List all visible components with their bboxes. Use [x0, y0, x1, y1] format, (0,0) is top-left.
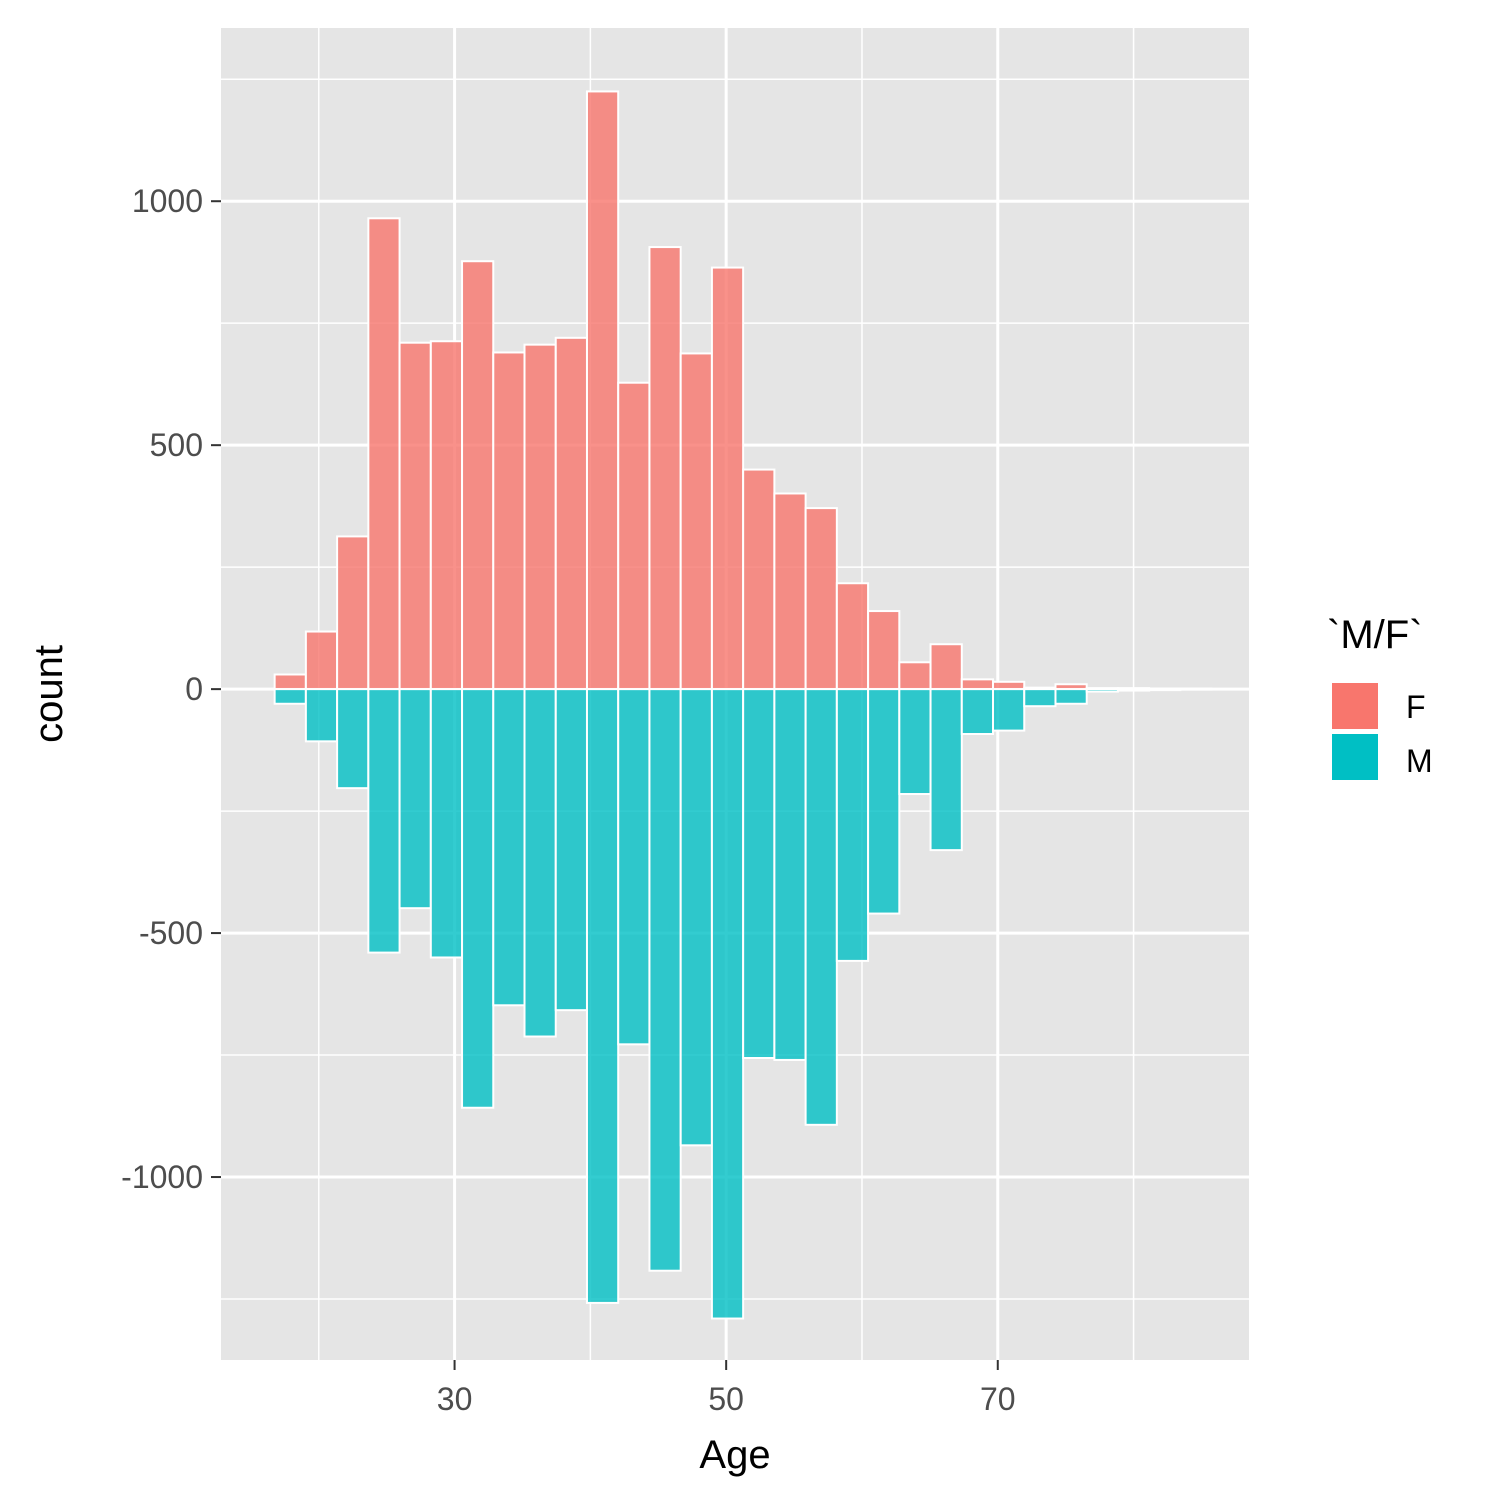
x-axis: 30 50 70	[437, 1360, 1016, 1417]
bar-f	[898, 661, 932, 691]
bar-f	[554, 336, 588, 691]
bar-m	[992, 688, 1026, 732]
bar-f	[710, 266, 745, 691]
y-axis-title: count	[27, 645, 71, 743]
bar-m	[867, 688, 901, 915]
bar-f	[679, 352, 713, 691]
bar-m	[1148, 688, 1182, 692]
bar-f	[648, 246, 682, 691]
bar-m	[398, 688, 432, 910]
bar-m	[804, 688, 838, 1126]
bar-m	[1054, 688, 1088, 705]
bar-f	[867, 610, 901, 691]
bar-m	[1023, 688, 1057, 708]
bar-m	[304, 688, 339, 743]
bar-m	[835, 688, 870, 962]
bar-f	[398, 341, 432, 691]
bar-f	[742, 468, 776, 691]
bar-f	[835, 582, 870, 691]
bar-f	[585, 90, 620, 691]
bar-m	[929, 688, 963, 852]
bar-m	[1116, 688, 1151, 692]
legend-key-m	[1332, 734, 1378, 780]
bar-f	[804, 507, 838, 691]
bar-f	[461, 260, 495, 691]
legend-label-m: M	[1406, 743, 1433, 779]
bar-f	[367, 217, 401, 691]
bar-f	[304, 630, 339, 691]
x-tick-label: 50	[708, 1381, 744, 1417]
bar-m	[554, 688, 588, 1012]
bar-m	[585, 688, 620, 1304]
bar-f	[960, 678, 995, 691]
bar-m	[492, 688, 526, 1007]
legend-label-f: F	[1406, 689, 1426, 725]
bar-f	[429, 340, 464, 691]
bar-m	[742, 688, 776, 1059]
bar-m	[648, 688, 682, 1272]
y-axis: -1000 -500 0 500 1000	[121, 183, 221, 1195]
y-tick-label: 0	[185, 671, 203, 707]
bar-m	[273, 688, 307, 705]
bar-m	[773, 688, 807, 1061]
y-tick-label: 500	[150, 427, 203, 463]
bar-m	[523, 688, 557, 1038]
x-axis-title: Age	[699, 1433, 770, 1477]
bar-f	[929, 643, 963, 691]
bar-f	[617, 381, 651, 691]
bar-m	[429, 688, 464, 959]
bar-f	[492, 351, 526, 691]
bar-f	[773, 492, 807, 691]
x-tick-label: 30	[437, 1381, 473, 1417]
bar-m	[461, 688, 495, 1109]
legend-title: `M/F`	[1327, 613, 1423, 657]
bar-f	[273, 673, 307, 691]
y-tick-label: 1000	[132, 183, 203, 219]
bar-m	[1085, 688, 1119, 693]
bar-m	[617, 688, 651, 1046]
y-tick-label: -500	[139, 915, 203, 951]
y-tick-label: -1000	[121, 1159, 203, 1195]
bar-m	[898, 688, 932, 796]
bar-m	[679, 688, 713, 1147]
bar-f	[336, 535, 370, 691]
bar-m	[367, 688, 401, 954]
bar-m	[710, 688, 745, 1320]
legend-key-f	[1332, 683, 1378, 729]
bar-m	[960, 688, 995, 736]
bar-m	[336, 688, 370, 790]
bar-f	[992, 680, 1026, 691]
bar-f	[523, 343, 557, 691]
bars	[273, 90, 1213, 1320]
x-tick-label: 70	[980, 1381, 1016, 1417]
legend: `M/F` F M	[1327, 613, 1433, 780]
